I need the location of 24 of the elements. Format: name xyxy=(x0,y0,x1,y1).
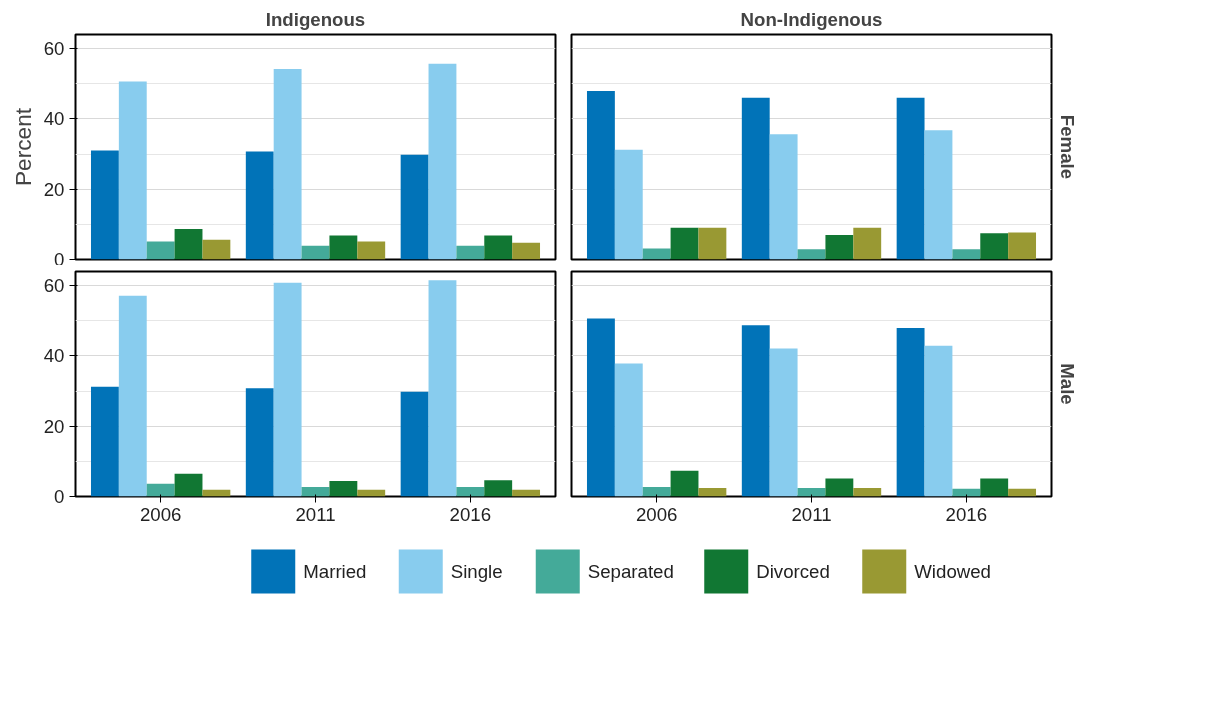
y2-axis-title: Male xyxy=(1056,363,1078,405)
x-tick-label: 2016 xyxy=(449,503,492,525)
chart-title: Non-Indigenous xyxy=(740,8,883,30)
x-tick-label: 2011 xyxy=(791,503,832,525)
legend-label: Separated xyxy=(587,561,674,582)
y2-axis-title: Female xyxy=(1056,114,1078,180)
legend-label: Widowed xyxy=(914,561,991,582)
y-tick-label: 20 xyxy=(43,178,65,200)
legend-label: Single xyxy=(450,561,503,582)
y-tick-label: 60 xyxy=(43,38,65,60)
legend-label: Married xyxy=(303,561,367,582)
y-tick-label: 20 xyxy=(43,415,65,437)
x-tick-label: 2006 xyxy=(635,503,678,525)
y-tick-label: 0 xyxy=(54,486,65,507)
x-tick-label: 2011 xyxy=(295,503,336,525)
x-tick-label: 2006 xyxy=(139,503,182,525)
chart-title: Indigenous xyxy=(265,8,366,30)
y-tick-label: 0 xyxy=(54,248,65,270)
legend-label: Divorced xyxy=(756,561,830,582)
y-tick-label: 60 xyxy=(43,275,65,297)
y-axis-title: Percent xyxy=(9,107,36,187)
x-tick-label: 2016 xyxy=(945,503,988,525)
y-tick-label: 40 xyxy=(43,108,65,130)
y-tick-label: 40 xyxy=(43,345,65,367)
